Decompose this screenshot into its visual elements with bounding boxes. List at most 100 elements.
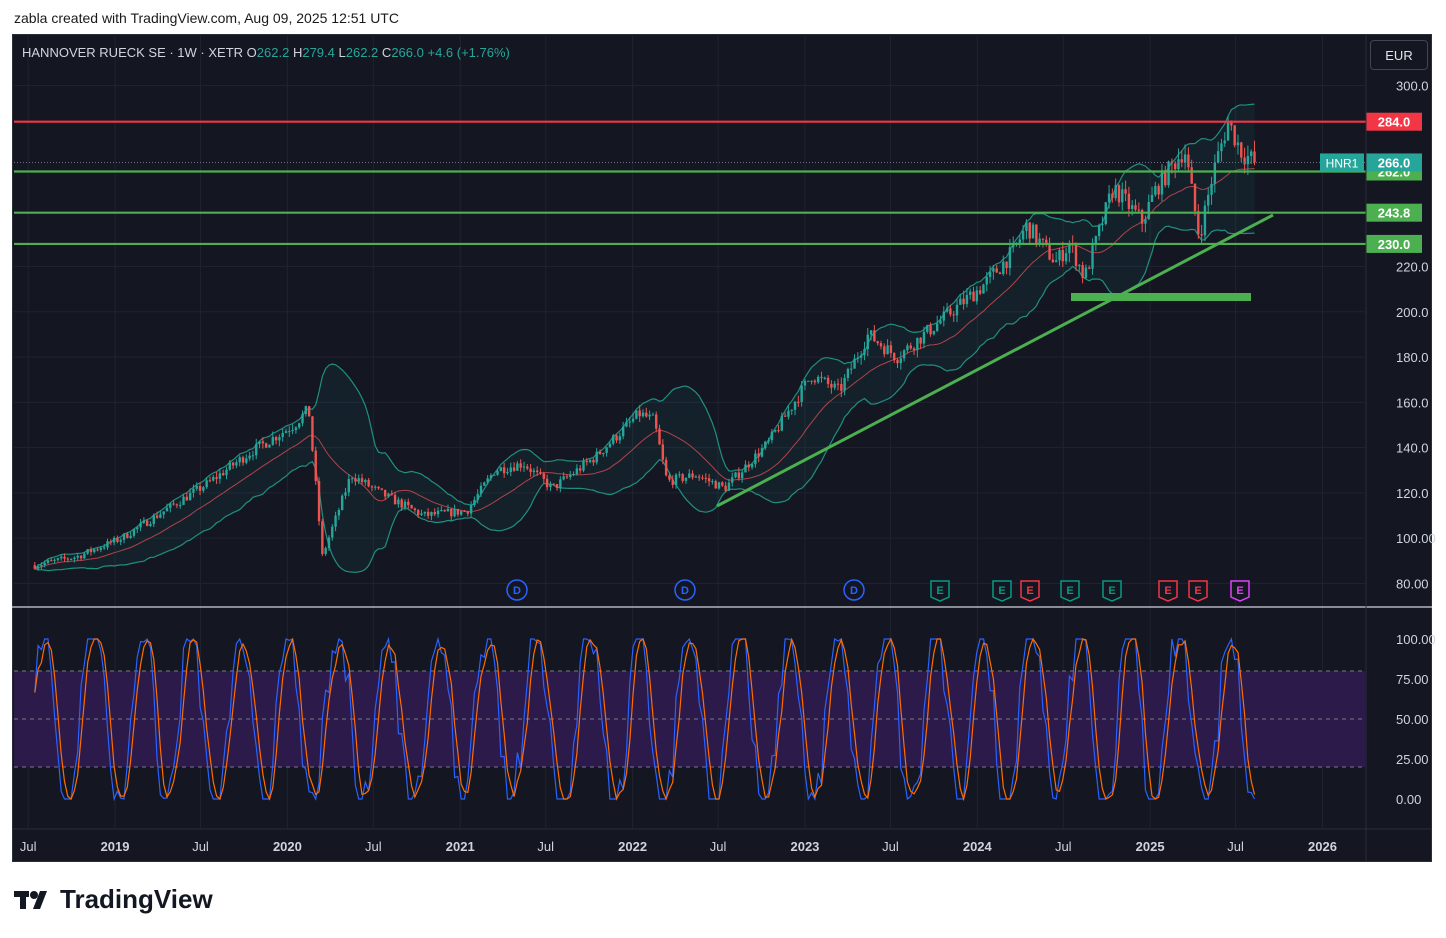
candle-body	[810, 380, 813, 382]
candle-body	[36, 566, 40, 569]
symbol-tag-label: HNR1	[1326, 156, 1359, 170]
time-tick-label: Jul	[882, 839, 899, 854]
candle-body	[641, 412, 645, 417]
candle-body	[704, 477, 707, 479]
candle-body	[76, 555, 79, 558]
time-tick-label: Jul	[1227, 839, 1244, 854]
event-marker-label: D	[681, 585, 689, 597]
bollinger-fill	[34, 104, 1255, 573]
price-tick-label: 100.00	[1396, 531, 1436, 546]
candle-body	[202, 487, 205, 491]
candle-body	[807, 380, 810, 382]
candle-body	[440, 510, 443, 512]
candle-body	[393, 494, 397, 505]
candle-body	[1223, 140, 1226, 144]
candle-body	[215, 477, 218, 479]
stoch-k-line	[34, 636, 1256, 802]
candle-body	[1094, 236, 1098, 246]
candle-body	[483, 482, 486, 486]
candle-body	[965, 294, 969, 305]
price-tick-label: 160.0	[1396, 395, 1429, 410]
candle-body	[615, 435, 618, 441]
symbol-legend[interactable]: HANNOVER RUECK SE · 1W · XETR O262.2 H27…	[22, 45, 510, 60]
candle-body	[678, 474, 681, 476]
candle-body	[1193, 183, 1197, 212]
candle-body	[592, 460, 595, 463]
candle-body	[939, 320, 942, 324]
candle-body	[569, 474, 572, 478]
candle-body	[218, 473, 222, 479]
candle-body	[407, 501, 410, 506]
candle-body	[1091, 245, 1094, 269]
candle-body	[1068, 244, 1071, 254]
candle-body	[251, 455, 255, 457]
candle-body	[390, 493, 393, 495]
candle-body	[555, 484, 559, 488]
candle-body	[417, 510, 420, 515]
candle-body	[635, 410, 638, 419]
candle-body	[688, 473, 691, 478]
candle-body	[826, 377, 830, 384]
event-marker-label: E	[1066, 585, 1073, 597]
candle-body	[697, 476, 701, 478]
candle-body	[863, 349, 866, 356]
candle-body	[959, 298, 962, 305]
candle-body	[360, 478, 364, 483]
candle-body	[575, 468, 579, 475]
level-tag-label: 230.0	[1378, 237, 1411, 252]
candle-body	[1127, 193, 1131, 210]
low-value: 262.2	[345, 45, 379, 60]
candle-body	[473, 499, 476, 506]
dividend-marker	[506, 579, 528, 601]
candle-body	[238, 457, 241, 463]
oscillator-tick-label: 75.00	[1396, 672, 1429, 687]
candle-body	[612, 435, 615, 444]
price-tick-label: 180.0	[1396, 350, 1429, 365]
candle-body	[1121, 189, 1124, 203]
currency-button[interactable]: EUR	[1370, 40, 1428, 70]
candle-body	[1048, 243, 1051, 260]
candle-body	[403, 501, 407, 508]
candle-body	[886, 345, 889, 355]
candle-body	[496, 471, 499, 475]
candle-body	[588, 460, 592, 463]
candle-body	[562, 476, 565, 480]
candle-body	[787, 410, 790, 417]
candle-body	[139, 522, 142, 528]
candle-body	[578, 468, 582, 471]
candle-body	[955, 304, 959, 316]
low-label: L	[338, 45, 346, 60]
time-tick-label: 2019	[101, 839, 130, 854]
candle-body	[69, 558, 73, 560]
candle-body	[744, 464, 747, 473]
tradingview-wordmark: TradingView	[60, 884, 213, 914]
candle-body	[119, 539, 122, 542]
candle-body	[545, 478, 549, 488]
candle-body	[354, 478, 357, 482]
candle-body	[165, 507, 169, 512]
candle-body	[783, 415, 787, 417]
candle-body	[450, 508, 453, 517]
candle-body	[836, 383, 840, 385]
candle-body	[274, 437, 278, 441]
candle-body	[327, 537, 331, 549]
candle-body	[1216, 151, 1220, 163]
earnings-marker	[1158, 580, 1178, 602]
candle-body	[380, 488, 384, 490]
candle-body	[793, 401, 797, 410]
candle-body	[585, 461, 588, 463]
candle-body	[820, 376, 823, 378]
candle-body	[1002, 261, 1005, 274]
level-tag	[1366, 112, 1422, 131]
candle-body	[1074, 244, 1078, 267]
candle-body	[1031, 224, 1035, 239]
candle-body	[1177, 159, 1180, 170]
trendline	[716, 213, 1274, 508]
candle-body	[1180, 159, 1183, 163]
open-label: O	[246, 45, 257, 60]
candle-body	[1130, 205, 1134, 210]
price-tick-label: 120.0	[1396, 486, 1429, 501]
candle-body	[800, 385, 803, 403]
price-tick-label: 80.00	[1396, 576, 1429, 591]
